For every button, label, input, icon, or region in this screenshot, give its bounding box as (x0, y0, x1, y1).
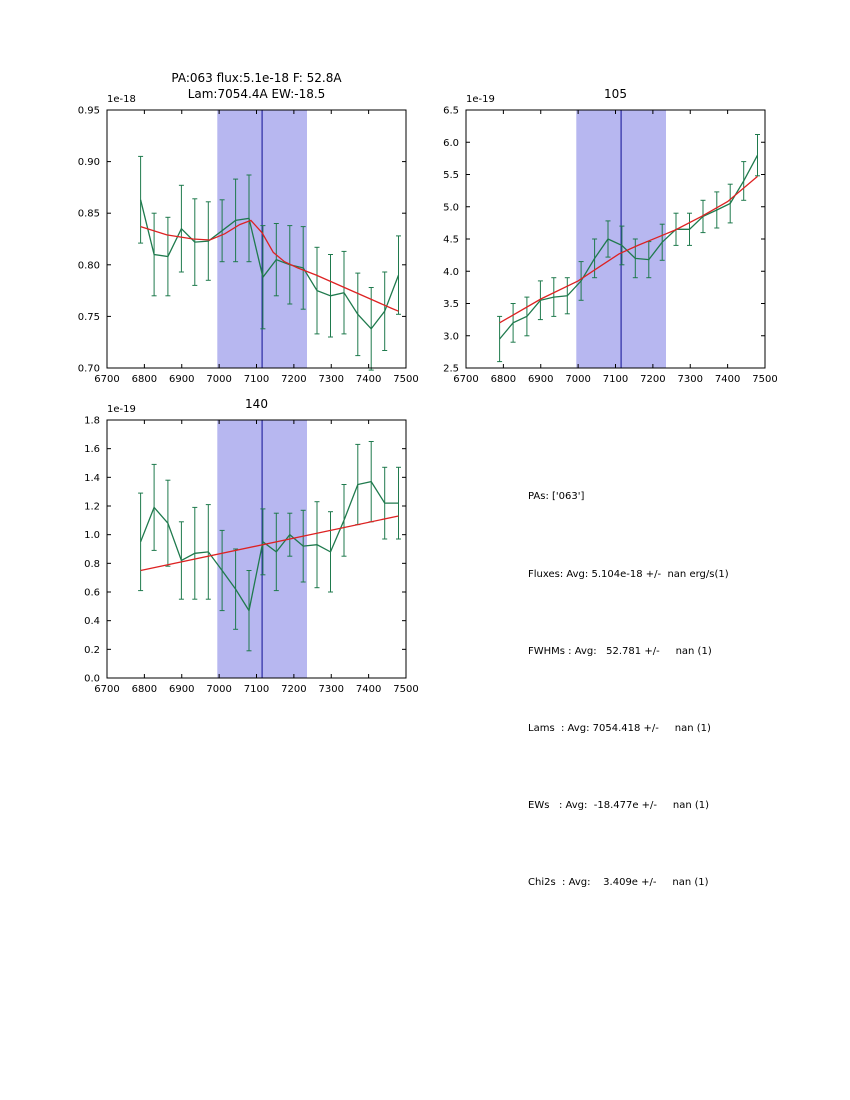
y-tick-label: 1.6 (84, 444, 100, 455)
y-tick-label: 5.5 (443, 170, 459, 181)
chart-title: 140 (245, 397, 268, 411)
fit-line (140, 219, 399, 312)
x-tick-label: 7300 (319, 684, 344, 695)
y-tick-label: 4.5 (443, 235, 459, 246)
y-tick-label: 0.90 (78, 157, 100, 168)
x-tick-label: 7100 (244, 374, 269, 385)
y-tick-label: 5.0 (443, 202, 459, 213)
y-tick-label: 1.4 (84, 473, 100, 484)
x-tick-label: 6700 (453, 374, 478, 385)
stats-line-chi2s: Chi2s : Avg: 3.409e +/- nan (1) (528, 876, 709, 888)
x-tick-label: 7200 (640, 374, 665, 385)
stats-line-ews: EWs : Avg: -18.477e +/- nan (1) (528, 799, 710, 811)
x-tick-label: 7400 (356, 374, 381, 385)
x-tick-label: 7400 (715, 374, 740, 385)
y-axis-offset-label: 1e-19 (466, 94, 495, 105)
y-tick-label: 0.85 (78, 209, 100, 220)
chart-pa140: 6700 6800 6900 7000 7100 7200 7300 7400 7500 0.0 0… (84, 397, 419, 695)
y-tick-label: 3.0 (443, 331, 459, 342)
y-tick-label: 0.95 (78, 106, 100, 117)
x-tick-label: 7000 (565, 374, 590, 385)
y-tick-label: 0.0 (84, 674, 100, 685)
x-tick-label: 7000 (206, 684, 231, 695)
x-tick-label: 6800 (491, 374, 516, 385)
x-tick-label: 7200 (281, 374, 306, 385)
y-tick-label: 1.0 (84, 530, 100, 541)
x-tick-label: 6900 (169, 684, 194, 695)
stats-line-fwhms: FWHMs : Avg: 52.781 +/- nan (1) (528, 645, 712, 657)
x-tick-label: 7000 (206, 374, 231, 385)
x-tick-label: 7300 (678, 374, 703, 385)
y-tick-label: 1.8 (84, 416, 100, 427)
x-tick-label: 7200 (281, 684, 306, 695)
y-tick-label: 6.0 (443, 138, 459, 149)
x-tick-label: 7400 (356, 684, 381, 695)
y-tick-label: 0.75 (78, 312, 100, 323)
y-tick-label: 0.6 (84, 588, 100, 599)
chart-title: Lam:7054.4A EW:-18.5 (188, 87, 326, 101)
x-tick-label: 7300 (319, 374, 344, 385)
fit-line (140, 515, 399, 572)
x-tick-label: 6700 (94, 684, 119, 695)
x-tick-label: 7500 (393, 684, 418, 695)
x-tick-label: 7100 (603, 374, 628, 385)
y-tick-label: 2.5 (443, 364, 459, 375)
x-tick-label: 7500 (752, 374, 777, 385)
x-tick-label: 6700 (94, 374, 119, 385)
chart-pa063: 6700 6800 6900 7000 7100 7200 7300 7400 7500 0.70… (78, 71, 419, 385)
stats-line-lams: Lams : Avg: 7054.418 +/- nan (1) (528, 722, 711, 734)
x-tick-label: 6800 (132, 684, 157, 695)
x-tick-label: 6800 (132, 374, 157, 385)
y-tick-label: 0.4 (84, 616, 100, 627)
y-tick-label: 0.80 (78, 260, 100, 271)
fit-line (499, 175, 758, 324)
x-tick-label: 6900 (528, 374, 553, 385)
data-line (139, 199, 400, 330)
y-axis-offset-label: 1e-18 (107, 94, 136, 105)
y-tick-label: 0.8 (84, 559, 100, 570)
x-tick-label: 7500 (393, 374, 418, 385)
y-tick-label: 0.70 (78, 364, 100, 375)
x-tick-label: 7100 (244, 684, 269, 695)
y-tick-label: 4.0 (443, 267, 459, 278)
stats-text-block: PAs: ['063'] Fluxes: Avg: 5.104e-18 +/- … (528, 433, 729, 947)
y-tick-label: 3.5 (443, 299, 459, 310)
chart-pa105: 6700 6800 6900 7000 7100 7200 7300 7400 7500 2.5 3… (443, 87, 778, 385)
y-tick-label: 0.2 (84, 645, 100, 656)
stats-line-fluxes: Fluxes: Avg: 5.104e-18 +/- nan erg/s(1) (528, 568, 729, 580)
data-line (499, 154, 759, 340)
y-tick-label: 6.5 (443, 106, 459, 117)
stats-line-pas: PAs: ['063'] (528, 491, 585, 503)
chart-title: PA:063 flux:5.1e-18 F: 52.8A (171, 71, 342, 85)
x-tick-label: 6900 (169, 374, 194, 385)
data-line (139, 480, 399, 613)
y-axis-offset-label: 1e-19 (107, 404, 136, 415)
chart-title: 105 (604, 87, 627, 101)
y-tick-label: 1.2 (84, 502, 100, 513)
